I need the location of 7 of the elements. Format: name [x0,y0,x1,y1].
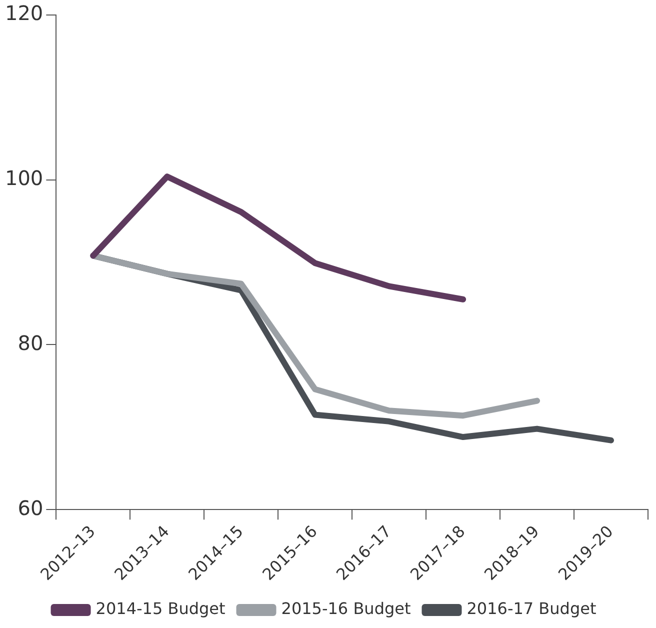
y-tick-label: 80 [18,330,44,355]
y-tick-label: 60 [18,496,44,520]
y-tick-label: 120 [4,1,44,26]
y-tick-label: 100 [4,166,44,190]
legend-label: 2015-16 Budget [281,599,411,618]
legend-label: 2014-15 Budget [96,599,226,618]
legend-label: 2016-17 Budget [466,599,596,618]
